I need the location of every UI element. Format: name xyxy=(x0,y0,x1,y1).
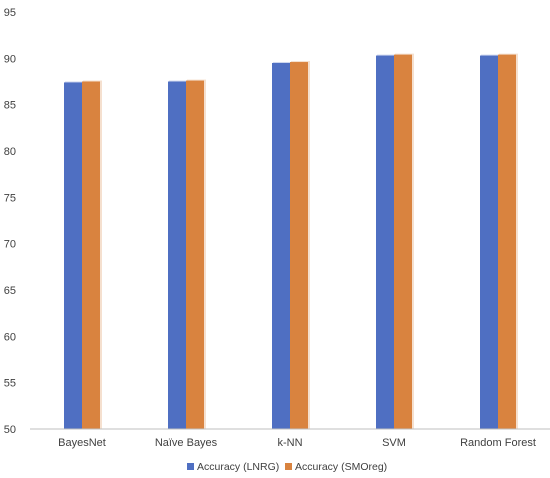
y-tick-label: 60 xyxy=(4,331,16,343)
y-tick-label: 85 xyxy=(4,100,16,112)
bar-smoreg xyxy=(186,80,204,429)
bar-lnrg xyxy=(376,55,394,429)
bar-smoreg xyxy=(394,54,412,429)
legend-label: Accuracy (SMOreg) xyxy=(295,461,387,473)
bar-lnrg xyxy=(64,82,82,429)
x-tick-label: SVM xyxy=(382,437,406,449)
y-tick-label: 80 xyxy=(4,146,16,158)
x-tick-label: k-NN xyxy=(277,437,302,449)
bar-lnrg xyxy=(272,62,290,429)
bar-smoreg xyxy=(498,54,516,429)
y-tick-label: 95 xyxy=(4,7,16,19)
x-tick-label: Random Forest xyxy=(460,437,536,449)
legend-swatch xyxy=(285,463,292,470)
y-tick-label: 70 xyxy=(4,239,16,251)
bars-layer xyxy=(64,53,518,429)
legend-label: Accuracy (LNRG) xyxy=(197,461,279,473)
y-axis-ticks: 50 55 60 65 70 75 80 85 90 95 xyxy=(4,7,16,436)
y-tick-label: 65 xyxy=(4,285,16,297)
x-tick-label: Naïve Bayes xyxy=(155,437,218,449)
x-axis-ticks: BayesNet Naïve Bayes k-NN SVM Random Forest xyxy=(58,437,536,449)
y-tick-label: 55 xyxy=(4,378,16,390)
legend: Accuracy (LNRG) Accuracy (SMOreg) xyxy=(187,461,387,473)
y-tick-label: 50 xyxy=(4,424,16,436)
y-tick-label: 90 xyxy=(4,53,16,65)
x-tick-label: BayesNet xyxy=(58,437,106,449)
y-tick-label: 75 xyxy=(4,192,16,204)
bar-lnrg xyxy=(168,81,186,429)
bar-lnrg xyxy=(480,55,498,429)
bar-smoreg xyxy=(82,81,100,429)
bar-smoreg xyxy=(290,62,308,429)
legend-swatch xyxy=(187,463,194,470)
